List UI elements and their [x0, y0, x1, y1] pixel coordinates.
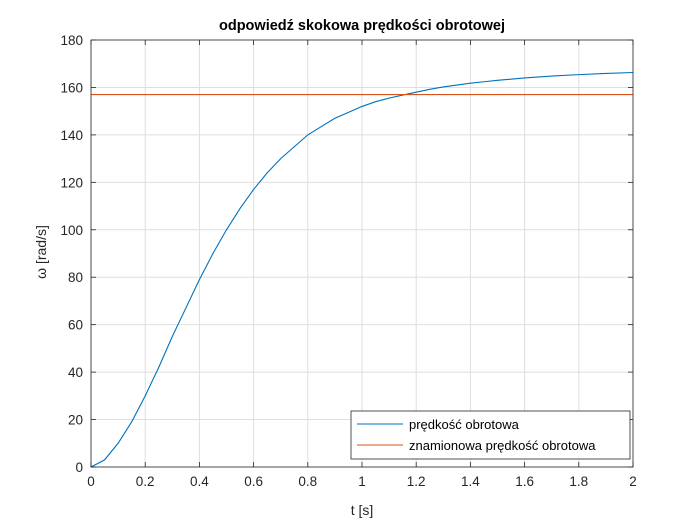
x-axis-label: t [s]	[351, 502, 374, 518]
series-line-1	[90, 71, 634, 468]
x-tick-label: 0.4	[190, 474, 209, 489]
x-tick-label: 1	[358, 474, 366, 489]
x-tick-label: 1.4	[461, 474, 480, 489]
y-tick-label: 40	[68, 365, 83, 380]
y-tick-label: 100	[60, 223, 83, 238]
x-tick-label: 1.6	[515, 474, 534, 489]
y-tick-label: 20	[68, 413, 83, 428]
y-tick-label: 80	[68, 270, 83, 285]
y-tick-label: 140	[60, 128, 83, 143]
x-tick-label: 0.8	[298, 474, 317, 489]
x-tick-label: 0.2	[136, 474, 155, 489]
legend-box	[350, 410, 631, 460]
y-tick-label: 0	[75, 460, 83, 475]
legend-entry-1: prędkość obrotowa	[409, 417, 520, 432]
legend-entry-2: znamionowa prędkość obrotowa	[409, 438, 596, 453]
y-tick-label: 160	[60, 80, 83, 95]
y-tick-label: 180	[60, 33, 83, 48]
plot-area: 0 0.2 0.4 0.6 0.8 1 1.2 1.4 1.6 1.8 20204060801001…	[60, 33, 636, 489]
x-tick-label: 0.6	[244, 474, 263, 489]
x-tick-label: 1.2	[407, 474, 426, 489]
y-tick-label: 120	[60, 175, 83, 190]
y-axis-label: ω [rad/s]	[33, 225, 49, 279]
chart-title: odpowiedź skokowa prędkości obrotowej	[219, 18, 505, 34]
x-tick-label: 0	[87, 474, 95, 489]
x-tick-label: 2	[629, 474, 637, 489]
y-tick-label: 60	[68, 318, 83, 333]
x-tick-label: 1.8	[569, 474, 588, 489]
